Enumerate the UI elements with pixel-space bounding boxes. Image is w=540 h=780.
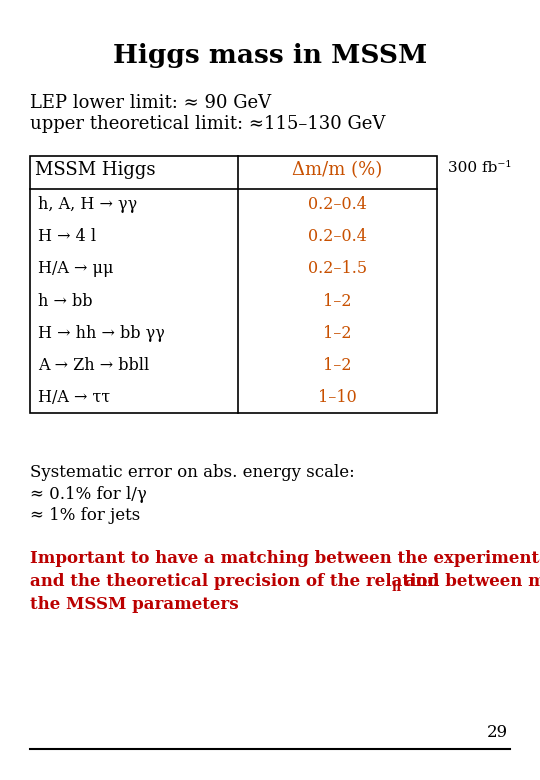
Text: Systematic error on abs. energy scale:: Systematic error on abs. energy scale: [30,464,354,481]
Text: h, A, H → γγ: h, A, H → γγ [38,197,137,213]
Text: 29: 29 [487,724,508,741]
Text: 0.2–0.4: 0.2–0.4 [308,229,367,246]
Text: H → 4 l: H → 4 l [38,229,96,246]
Text: 1–2: 1–2 [323,356,352,374]
Text: ≈ 1% for jets: ≈ 1% for jets [30,507,140,524]
Text: h: h [392,581,401,594]
Text: Higgs mass in MSSM: Higgs mass in MSSM [113,43,427,68]
Text: H/A → μμ: H/A → μμ [38,261,113,278]
Text: and the theoretical precision of the relation between m: and the theoretical precision of the rel… [30,573,540,590]
Text: h → bb: h → bb [38,292,92,310]
Text: 0.2–0.4: 0.2–0.4 [308,197,367,213]
Text: and: and [399,573,439,590]
Text: H/A → ττ: H/A → ττ [38,389,110,406]
Text: H → hh → bb γγ: H → hh → bb γγ [38,324,165,342]
Text: 1–10: 1–10 [318,389,357,406]
Text: Important to have a matching between the experimental error: Important to have a matching between the… [30,550,540,567]
Text: LEP lower limit: ≈ 90 GeV: LEP lower limit: ≈ 90 GeV [30,94,271,112]
Text: 0.2–1.5: 0.2–1.5 [308,261,367,278]
Text: A → Zh → bbll: A → Zh → bbll [38,356,149,374]
Text: upper theoretical limit: ≈115–130 GeV: upper theoretical limit: ≈115–130 GeV [30,115,385,133]
Text: 1–2: 1–2 [323,324,352,342]
Text: the MSSM parameters: the MSSM parameters [30,596,238,613]
Text: 1–2: 1–2 [323,292,352,310]
Text: ≈ 0.1% for l/γ: ≈ 0.1% for l/γ [30,486,146,503]
Text: Δm/m (%): Δm/m (%) [292,161,383,179]
Bar [30,156,437,413]
Text: MSSM Higgs: MSSM Higgs [35,161,156,179]
Text: 300 fb⁻¹: 300 fb⁻¹ [448,161,512,176]
